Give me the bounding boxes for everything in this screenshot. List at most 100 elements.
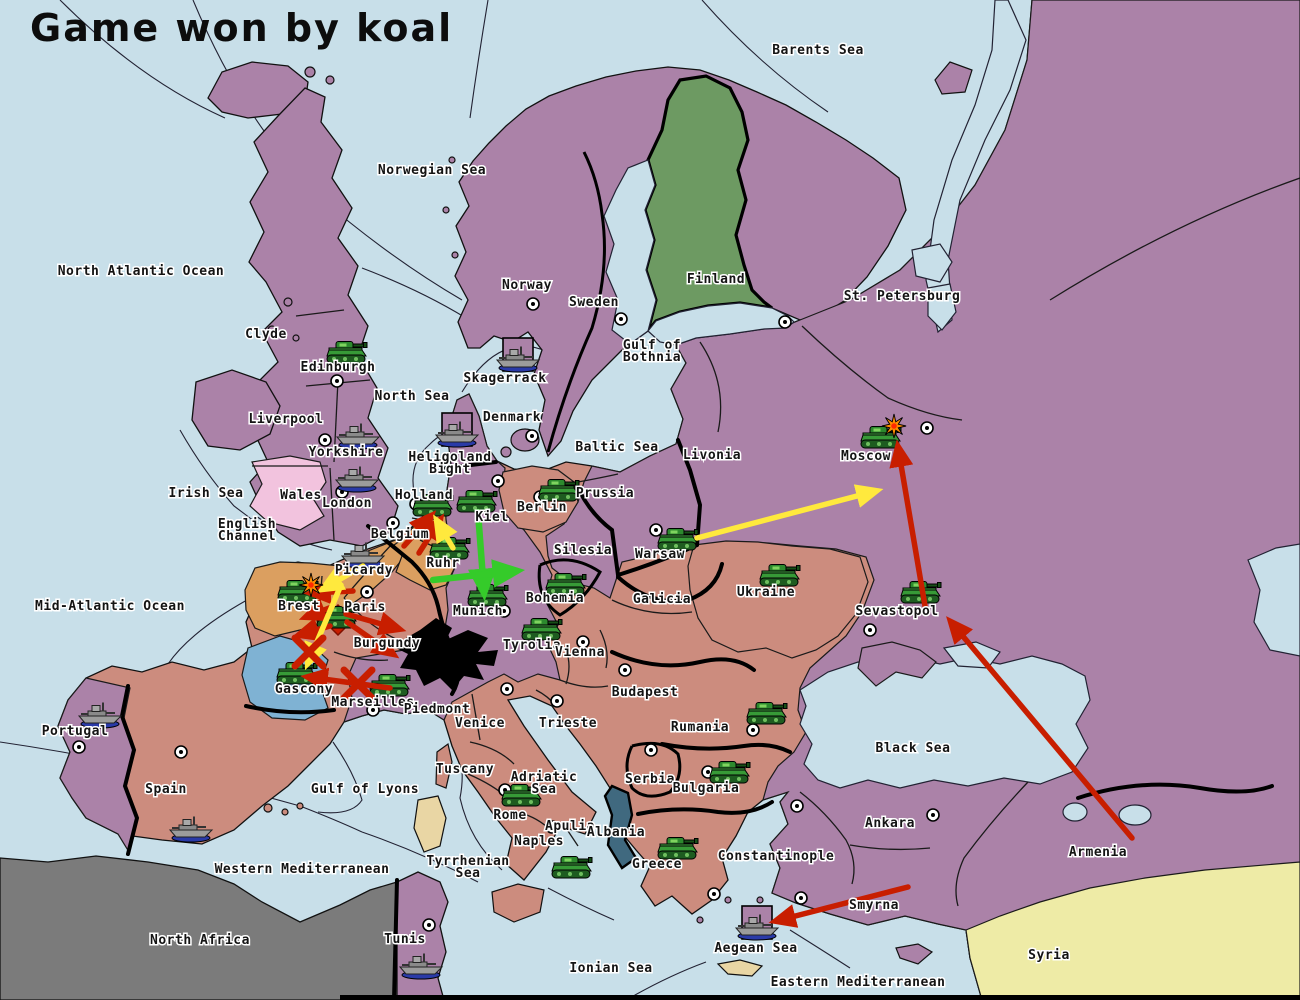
move-arrow-red [343, 611, 407, 636]
region-label-portugal: Portugal [42, 724, 109, 739]
lake-urmia [1118, 804, 1152, 826]
region-label-finland: Finland [687, 272, 745, 287]
region-label-rome: Rome [493, 808, 526, 823]
move-arrow-red [344, 619, 400, 659]
region-label-spain: Spain [145, 782, 187, 797]
effects [291, 413, 907, 702]
region-label-constantinople: Constantinople [718, 849, 835, 864]
region-label-burgundy: Burgundy [354, 636, 421, 651]
region-label-livonia: Livonia [683, 448, 741, 463]
patch-albania [603, 784, 638, 870]
sea-label-irish-sea: Irish Sea [169, 486, 244, 501]
region-label-albania: Albania [587, 825, 645, 840]
sea-label-black-sea: Black Sea [876, 741, 951, 756]
sea-label-mid-atlantic-ocean: Mid-Atlantic Ocean [35, 599, 185, 614]
region-label-clyde: Clyde [245, 327, 287, 342]
lake-ladoga [911, 243, 953, 283]
move-arrow-yellow [433, 514, 458, 551]
region-label-rumania: Rumania [671, 720, 729, 735]
region-label-st-petersburg: St. Petersburg [844, 289, 961, 304]
region-label-paris: Paris [344, 600, 386, 615]
region-label-gascony: Gascony [275, 682, 333, 697]
region-label-ankara: Ankara [865, 816, 915, 831]
region-label-sevastopol: Sevastopol [855, 604, 938, 619]
supply-center-constantinople [790, 799, 804, 813]
sea-label-skagerrack: Skagerrack [463, 371, 546, 386]
region-label-yorkshire: Yorkshire [309, 445, 384, 460]
sea-label-north-atlantic-ocean: North Atlantic Ocean [58, 264, 225, 279]
region-label-sweden: Sweden [569, 295, 619, 310]
move-arrow-red [946, 616, 1135, 841]
region-label-budapest: Budapest [612, 685, 679, 700]
sea-label-aegean-sea: Aegean Sea [714, 941, 797, 956]
region-label-liverpool: Liverpool [249, 412, 324, 427]
caspian-sea [1247, 543, 1300, 657]
supply-center-st-petersburg [778, 315, 792, 329]
region-label-warsaw: Warsaw [635, 547, 685, 562]
supply-center-greece [707, 887, 721, 901]
region-label-wales: Wales [280, 488, 322, 503]
region-label-ukraine: Ukraine [737, 585, 795, 600]
supply-center-moscow [920, 421, 934, 435]
move-arrow-red [768, 884, 911, 928]
supply-center-sweden [614, 312, 628, 326]
move-arrow-yellow [316, 563, 366, 593]
sea-label-north-sea: North Sea [375, 389, 450, 404]
patch-ukraine [687, 540, 869, 659]
region-label-kiel: Kiel [475, 510, 508, 525]
white-sea [925, 0, 1027, 334]
region-label-tyrolia: Tyrolia [503, 638, 561, 653]
gulf-of-bothnia-sea [603, 159, 657, 345]
black-scribble [396, 618, 498, 690]
supply-center-ankara [926, 808, 940, 822]
supply-center-sevastopol [863, 623, 877, 637]
supply-center-spain [174, 745, 188, 759]
labels: Barents Sea Norwegian Sea North Atlantic O… [34, 42, 1129, 992]
region-label-serbia: Serbia [625, 772, 675, 787]
failed-move-x [291, 634, 327, 670]
region-label-trieste: Trieste [539, 716, 597, 731]
region-label-piedmont: Piedmont [404, 702, 471, 717]
region-label-smyrna: Smyrna [849, 898, 899, 913]
supply-center-norway [526, 297, 540, 311]
black-sea-shape [799, 655, 1091, 789]
inland-seas [603, 0, 1300, 826]
sea-label-baltic-sea: Baltic Sea [575, 440, 658, 455]
region-label-brest: Brest [278, 599, 320, 614]
supply-center-portugal [72, 740, 86, 754]
region-label-north-africa: North Africa [150, 933, 250, 948]
region-label-apulia: Apulia [545, 819, 595, 834]
move-arrow-green [467, 508, 497, 602]
region-label-holland: Holland [395, 488, 453, 503]
region-label-tuscany: Tuscany [436, 762, 494, 777]
region-label-munich: Munich [453, 604, 503, 619]
supply-center-tunis [422, 918, 436, 932]
sea-label-gulf-of-bothnia: Gulf of Bothnia [623, 338, 681, 365]
region-label-bohemia: Bohemia [526, 591, 584, 606]
sea-label-ionian-sea: Ionian Sea [569, 961, 652, 976]
region-label-london: London [322, 496, 372, 511]
supply-center-venice [500, 682, 514, 696]
landmass-ireland [191, 369, 281, 451]
island-sardinia [413, 795, 447, 853]
supply-center-rumania [746, 723, 760, 737]
lake-onega [927, 283, 957, 331]
sea-label-heligoland-bight: Heligoland Bight [408, 450, 491, 477]
island-corsica [435, 742, 453, 789]
supply-center-edinburgh [330, 374, 344, 388]
region-label-venice: Venice [455, 716, 505, 731]
move-arrow-red [300, 667, 393, 692]
region-label-norway: Norway [502, 278, 552, 293]
region-label-bulgaria: Bulgaria [673, 781, 740, 796]
failed-move-x [340, 666, 376, 702]
supply-center-paris [360, 585, 374, 599]
region-label-picardy: Picardy [335, 563, 393, 578]
sea-label-gulf-of-lyons: Gulf of Lyons [311, 782, 419, 797]
supply-center-denmark [525, 429, 539, 443]
sea-label-barents-sea: Barents Sea [772, 43, 864, 58]
supply-center-warsaw [649, 523, 663, 537]
move-arrow-yellow [694, 484, 884, 541]
island-sicily [491, 883, 545, 923]
